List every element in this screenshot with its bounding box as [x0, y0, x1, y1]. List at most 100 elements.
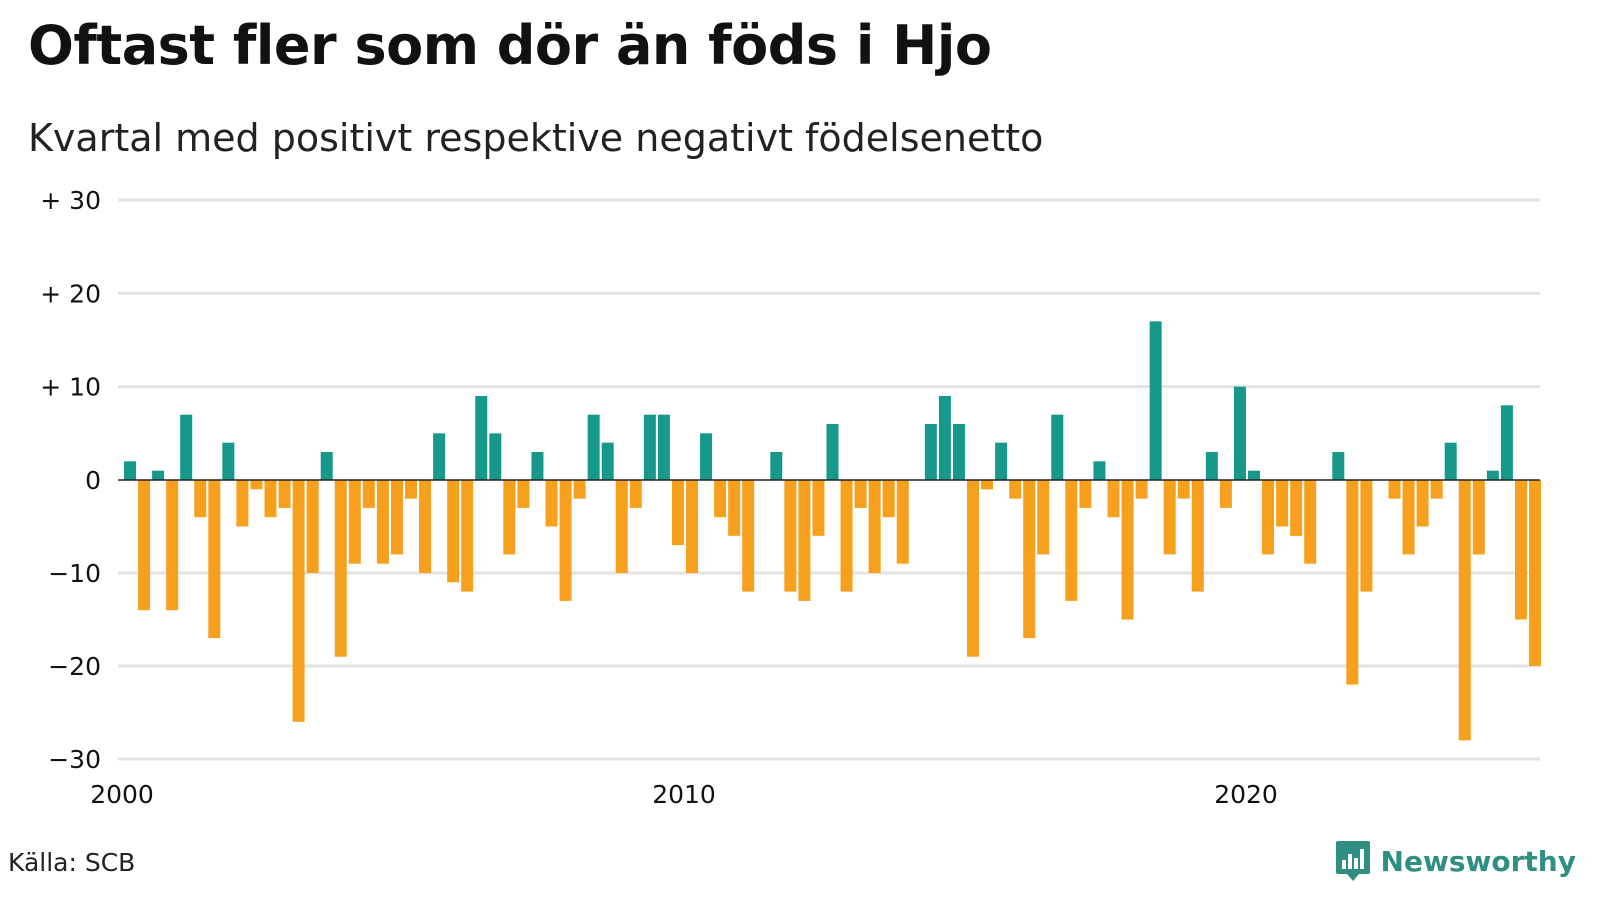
bar-negative: [306, 480, 319, 573]
bar-negative: [362, 480, 375, 508]
bar-positive: [531, 452, 544, 480]
bar-negative: [376, 480, 389, 564]
y-tick-label: + 30: [40, 186, 101, 215]
bar-negative: [629, 480, 642, 508]
bar-negative: [517, 480, 530, 508]
bar-positive: [657, 414, 670, 480]
bar-negative: [138, 480, 151, 611]
bar-negative: [447, 480, 460, 583]
bar-positive: [320, 452, 333, 480]
bar-positive: [952, 424, 965, 480]
bar-positive: [1205, 452, 1218, 480]
bar-positive: [1500, 405, 1513, 480]
bar-positive: [1248, 470, 1260, 480]
y-tick-label: 0: [85, 466, 101, 495]
bar-negative: [1262, 480, 1275, 555]
bar-positive: [995, 442, 1008, 480]
bar-positive: [700, 433, 713, 480]
bar-negative: [840, 480, 853, 592]
bar-negative: [292, 480, 305, 722]
bar-negative: [1107, 480, 1120, 518]
bar-negative: [896, 480, 909, 564]
bar-positive: [475, 396, 488, 480]
bar-negative: [1458, 480, 1471, 741]
bar-negative: [503, 480, 516, 555]
bar-negative: [1472, 480, 1485, 555]
bar-positive: [938, 396, 951, 480]
bar-positive: [489, 433, 502, 480]
bar-negative: [390, 480, 403, 555]
bar-negative: [1009, 480, 1022, 499]
bar-negative: [419, 480, 432, 573]
bar-positive: [587, 414, 600, 480]
axes: + 30 + 20 + 10 0 −10 −20 −30 2000 2010 2020: [40, 186, 1540, 809]
bar-negative: [615, 480, 628, 573]
y-tick-label: −10: [48, 559, 101, 588]
bars: [124, 321, 1541, 741]
bar-positive: [924, 424, 937, 480]
bar-positive: [180, 414, 193, 480]
bar-negative: [250, 480, 263, 490]
bar-negative: [981, 480, 994, 490]
bar-negative: [868, 480, 881, 573]
gridlines: [118, 198, 1540, 761]
x-tick-label: 2020: [1214, 780, 1278, 809]
bar-negative: [742, 480, 755, 592]
bar-negative: [278, 480, 291, 508]
bar-positive: [222, 442, 235, 480]
bar-negative: [1276, 480, 1289, 527]
bar-negative: [1023, 480, 1036, 639]
bar-negative: [1346, 480, 1359, 685]
bar-negative: [348, 480, 361, 564]
bar-negative: [686, 480, 698, 573]
y-tick-label: + 20: [40, 279, 101, 308]
bar-negative: [1290, 480, 1303, 536]
bar-negative: [1529, 480, 1541, 666]
bar-positive: [1444, 442, 1457, 480]
bar-negative: [728, 480, 741, 536]
y-tick-label: + 10: [40, 373, 101, 402]
bar-negative: [671, 480, 684, 546]
bar-negative: [1079, 480, 1092, 508]
x-tick-label: 2010: [652, 780, 716, 809]
bar-negative: [1416, 480, 1429, 527]
bar-positive: [1093, 461, 1106, 480]
bar-positive: [770, 452, 783, 480]
bar-positive: [826, 424, 839, 480]
bar-negative: [1219, 480, 1232, 508]
bar-negative: [812, 480, 825, 536]
bar-negative: [714, 480, 727, 518]
bar-chart: + 30 + 20 + 10 0 −10 −20 −30 2000 2010 2020: [40, 186, 1541, 809]
bar-positive: [1486, 470, 1499, 480]
bar-negative: [461, 480, 474, 592]
bar-negative: [405, 480, 417, 499]
bar-positive: [124, 461, 136, 480]
bar-negative: [798, 480, 811, 601]
bar-negative: [1177, 480, 1190, 499]
bar-negative: [1121, 480, 1134, 620]
bar-negative: [1360, 480, 1373, 592]
bar-negative: [1388, 480, 1401, 499]
bar-negative: [1135, 480, 1148, 499]
bar-negative: [334, 480, 347, 657]
bar-negative: [854, 480, 867, 508]
y-tick-label: −30: [48, 745, 101, 774]
bar-negative: [784, 480, 797, 592]
bar-positive: [433, 433, 446, 480]
brand-name: Newsworthy: [1380, 844, 1576, 878]
x-tick-label: 2000: [90, 780, 154, 809]
source-label: Källa: SCB: [8, 848, 136, 877]
bar-positive: [643, 414, 656, 480]
bar-negative: [1402, 480, 1415, 555]
bar-positive: [1149, 321, 1162, 480]
bar-negative: [1514, 480, 1527, 620]
brand-logo: Newsworthy: [1335, 838, 1576, 884]
newsworthy-logo-icon: [1335, 841, 1370, 881]
bar-negative: [1304, 480, 1317, 564]
bar-negative: [882, 480, 895, 518]
bar-negative: [208, 480, 221, 639]
bar-negative: [166, 480, 179, 611]
bar-positive: [152, 470, 165, 480]
y-tick-label: −20: [48, 652, 101, 681]
bar-negative: [236, 480, 249, 527]
